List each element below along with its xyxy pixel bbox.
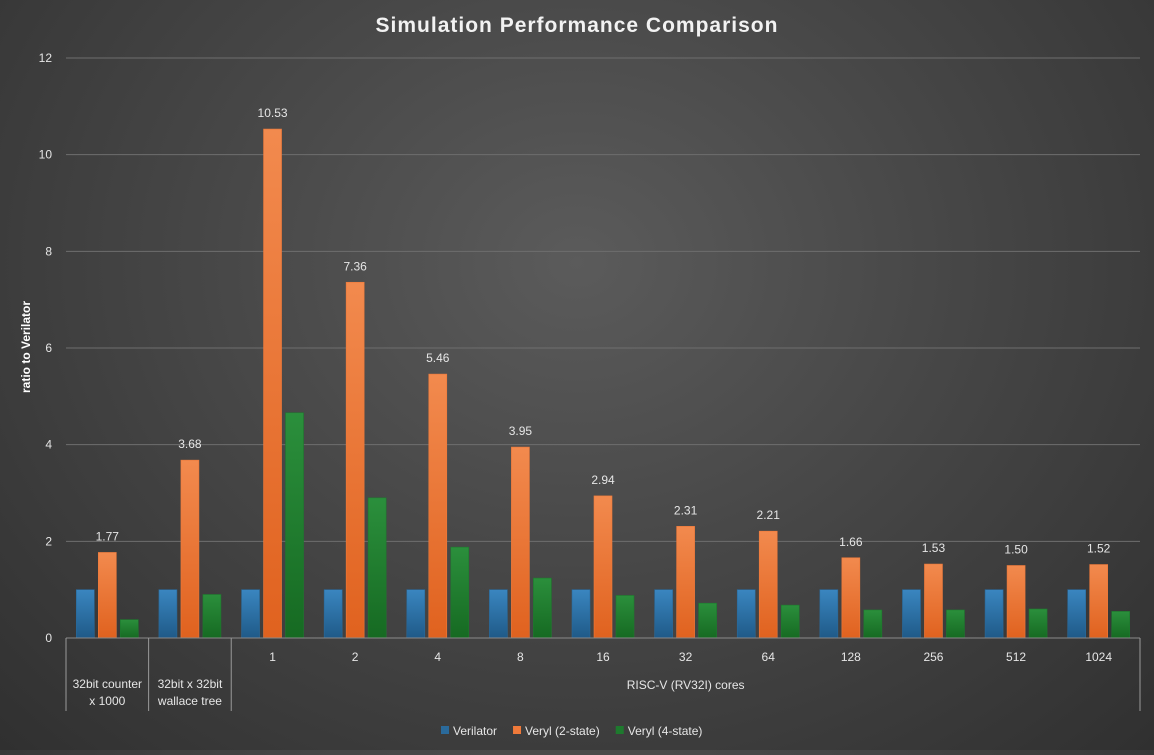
bar [841,557,861,639]
bar [428,373,448,639]
y-tick-label: 6 [45,341,52,355]
legend-label: Verilator [453,724,497,738]
bar [180,459,200,639]
x-group-label: RISC-V (RV32I) cores [627,678,745,692]
y-tick-label: 8 [45,244,52,258]
data-label: 1.77 [96,529,120,543]
data-label: 3.68 [178,437,202,451]
bar [676,526,695,639]
bar [780,604,800,639]
legend: Verilator Veryl (2-state) Veryl (4-state) [441,724,702,738]
data-label: 1.50 [1004,543,1028,557]
data-label: 1.52 [1087,542,1111,556]
y-axis-ticks: 0 2 4 6 8 10 12 [39,51,53,645]
bar [946,609,965,639]
bar [158,589,178,639]
bar [924,563,943,639]
bar [1089,564,1108,639]
data-label: 1.53 [922,541,946,555]
bar [593,495,613,639]
x-tick-label: 16 [596,650,610,664]
legend-label: Veryl (2-state) [525,724,600,738]
bar [654,589,673,639]
x-tick-label: 256 [923,650,943,664]
bar [489,589,508,639]
x-tick-label: 1024 [1085,650,1112,664]
x-tick-label: 8 [517,650,524,664]
bar [533,577,552,639]
x-tick-label: 1 [269,650,276,664]
legend-label: Veryl (4-state) [628,724,703,738]
x-axis: 1 2 4 8 16 32 64 128 256 512 1024 32bit counter x 10… [65,637,1141,711]
bar [285,412,304,639]
gridlines [66,57,1140,542]
bar [263,128,282,639]
data-label: 3.95 [509,424,533,438]
data-label: 2.21 [757,508,781,522]
data-label: 2.31 [674,503,698,517]
data-label: 1.66 [839,535,863,549]
y-tick-label: 4 [45,438,52,452]
x-tick-label: 2 [352,650,359,664]
bar [76,589,95,639]
data-label: 5.46 [426,351,450,365]
bar [367,497,387,639]
data-label: 7.36 [343,259,367,273]
y-axis-title: ratio to Verilator [19,301,33,393]
y-tick-label: 0 [45,631,52,645]
bar [98,552,117,639]
y-tick-label: 12 [39,51,53,65]
bar [863,609,883,639]
x-tick-label: 64 [762,650,776,664]
x-group-label: wallace tree [157,694,222,708]
bar [984,589,1004,639]
legend-swatch [441,726,449,734]
bar [511,446,530,639]
x-tick-label: 512 [1006,650,1026,664]
chart-title: Simulation Performance Comparison [376,14,779,37]
data-label: 10.53 [258,106,288,120]
bar [615,595,635,639]
bar [345,281,365,639]
bar [819,589,839,639]
bar [241,589,260,639]
y-tick-label: 10 [39,148,53,162]
bar [736,589,756,639]
bar [323,589,343,639]
x-tick-label: 32 [679,650,693,664]
bars [76,128,1130,639]
bar [1006,565,1026,639]
bar [450,546,470,639]
data-labels: 1.77 3.68 10.53 7.36 5.46 3.95 2.94 2.31 2.21 1.6… [96,106,1111,556]
bar [202,594,222,639]
bar [571,589,591,639]
bar [698,602,717,639]
bar [902,589,921,639]
legend-swatch [513,726,522,734]
bar [120,619,139,639]
x-tick-label: 128 [841,650,861,664]
x-tick-label: 4 [434,650,441,664]
bar [406,589,426,639]
x-group-label: x 1000 [89,694,125,708]
data-label: 2.94 [591,473,615,487]
bar [1028,608,1048,639]
y-tick-label: 2 [45,534,52,548]
x-group-label: 32bit x 32bit [158,677,223,691]
legend-swatch [615,726,624,734]
bar [1111,611,1130,639]
bar [758,530,778,639]
x-group-label: 32bit counter [73,677,142,691]
bar [1067,589,1086,639]
